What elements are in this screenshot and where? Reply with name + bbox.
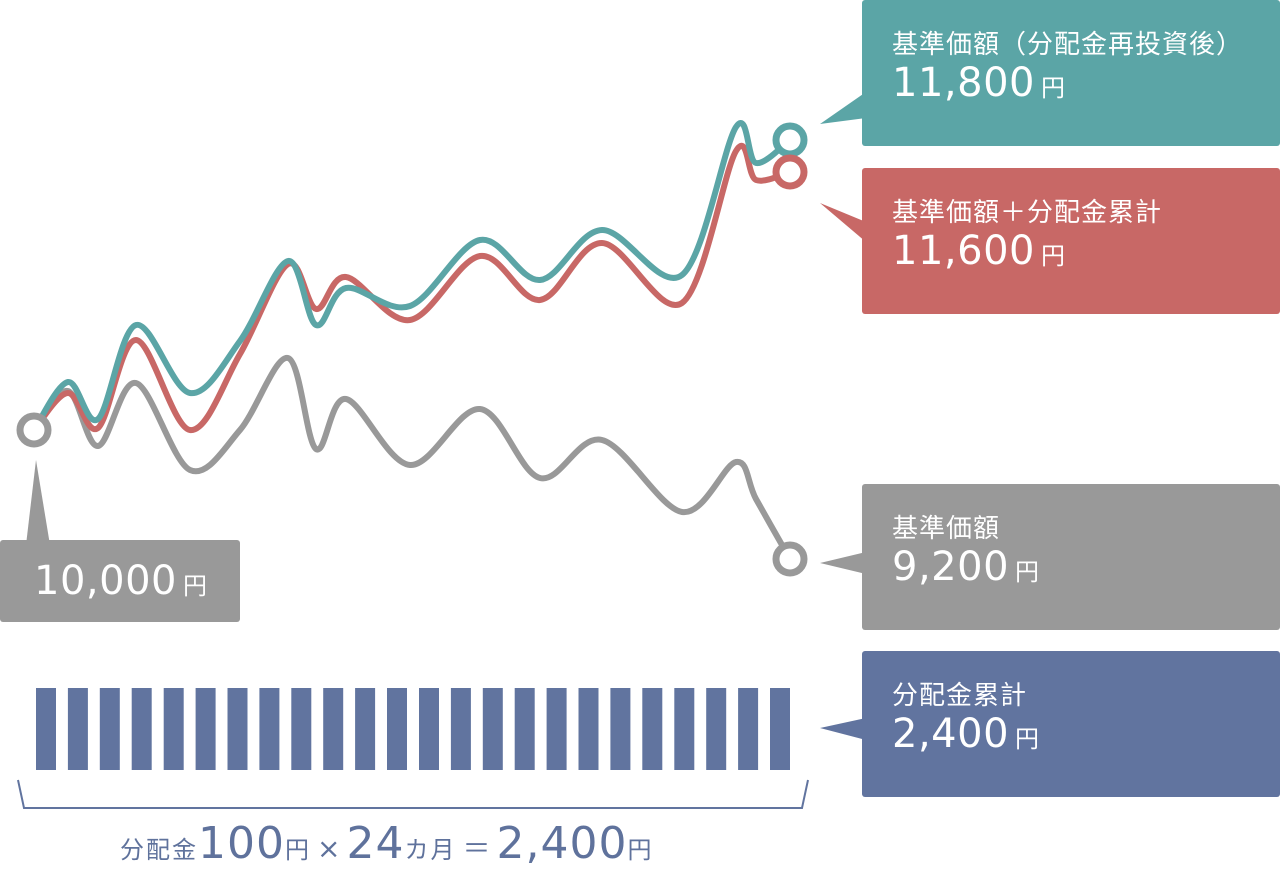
callout-reinvested-nav: 基準価額（分配金再投資後） 11,800 円 [862, 0, 1280, 146]
callout-cumulative-distribution-value: 2,400 円 [892, 711, 1040, 757]
distribution-bar [195, 688, 216, 770]
callout-nav-label: 基準価額 [892, 514, 1001, 544]
line-nav [31, 355, 793, 562]
distribution-bar [674, 688, 695, 770]
pointer-cumulative-distribution [820, 718, 866, 740]
distribution-bar [578, 688, 599, 770]
distribution-bar [770, 688, 790, 770]
distribution-bar [227, 688, 248, 770]
distribution-bar [387, 688, 407, 770]
distribution-bars [36, 688, 790, 770]
distribution-formula: 分配金 100 円 × 24 カ月 ＝ 2,400 円 [120, 818, 740, 874]
distribution-bar [642, 688, 663, 770]
callout-start-value: 10,000 円 [0, 540, 240, 622]
formula-total: 2,400 [496, 818, 628, 869]
distribution-bar [450, 688, 471, 770]
line-reinvested-nav [31, 120, 793, 433]
callout-reinvested-nav-value: 11,800 円 [892, 60, 1066, 106]
end-markers [16, 122, 808, 577]
formula-total-unit: 円 [627, 836, 654, 864]
distribution-bar [738, 688, 759, 770]
callout-nav: 基準価額 9,200 円 [862, 484, 1280, 630]
callout-cumulative-distribution: 分配金累計 2,400 円 [862, 651, 1280, 797]
distribution-bar [163, 688, 184, 770]
line-nav-plus-distributions [31, 142, 793, 433]
callout-nav-value: 9,200 円 [892, 544, 1040, 590]
marker-end-reinvested-nav [772, 122, 808, 158]
callout-reinvested-nav-label: 基準価額（分配金再投資後） [892, 30, 1244, 60]
distribution-bar [36, 688, 56, 770]
formula-times: × [316, 832, 341, 865]
pointer-nav [820, 552, 866, 574]
distribution-bar [99, 688, 120, 770]
distribution-bar [323, 688, 344, 770]
marker-end-nav-plus-distributions [772, 154, 808, 190]
formula-amount-unit: 円 [284, 836, 311, 864]
distribution-bar [546, 688, 567, 770]
callout-nav-plus-distributions-label: 基準価額＋分配金累計 [892, 198, 1163, 228]
callout-pointers [26, 92, 866, 740]
callout-cumulative-distribution-label: 分配金累計 [892, 681, 1028, 711]
marker-end-nav [772, 541, 808, 577]
pointer-start-value [26, 460, 50, 545]
distribution-bar [291, 688, 312, 770]
series-lines [31, 120, 793, 562]
distribution-bar [706, 688, 727, 770]
marker-start [16, 412, 52, 448]
formula-prefix: 分配金 [120, 836, 198, 864]
distribution-bar [355, 688, 376, 770]
formula-equals: ＝ [462, 832, 491, 865]
formula-amount: 100 [198, 818, 285, 869]
distribution-bar [482, 688, 503, 770]
distribution-bar [131, 688, 152, 770]
callout-start-value-text: 10,000 円 [34, 558, 208, 604]
distribution-bar [514, 688, 535, 770]
formula-months-unit: カ月 [404, 836, 457, 864]
distribution-bar [610, 688, 631, 770]
distribution-bar [67, 688, 88, 770]
callout-nav-plus-distributions: 基準価額＋分配金累計 11,600 円 [862, 168, 1280, 314]
callout-nav-plus-distributions-value: 11,600 円 [892, 228, 1066, 274]
distribution-bar [419, 688, 439, 770]
distribution-bar [259, 688, 280, 770]
formula-months: 24 [346, 818, 405, 869]
period-bracket [17, 779, 809, 809]
pointer-nav-plus-distributions [820, 203, 866, 242]
pointer-reinvested-nav [820, 92, 866, 124]
